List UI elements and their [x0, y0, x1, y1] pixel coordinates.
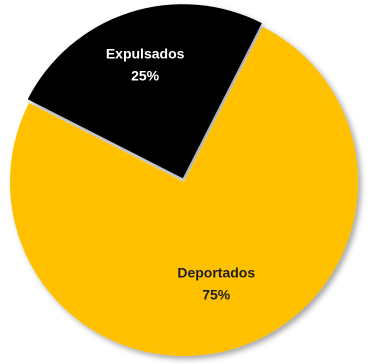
pie-label-expulsados: Expulsados: [106, 45, 185, 61]
pie-data-labels: Deportados 75% Expulsados 25%: [106, 45, 256, 302]
pie-label-deportados: Deportados: [177, 264, 255, 280]
pie-slice-deportados: [9, 26, 358, 356]
pie-value-expulsados: 25%: [131, 67, 160, 83]
pie-slices: [9, 4, 358, 356]
pie-slice-expulsados: [27, 4, 262, 179]
pie-value-deportados: 75%: [202, 286, 231, 302]
